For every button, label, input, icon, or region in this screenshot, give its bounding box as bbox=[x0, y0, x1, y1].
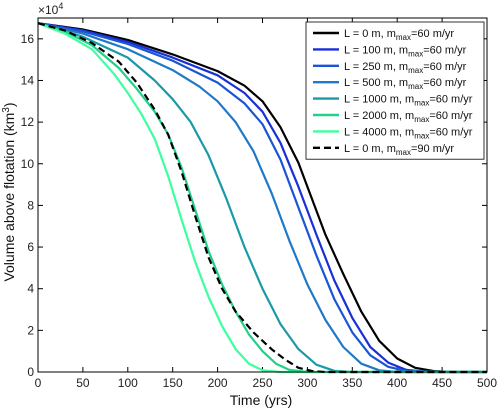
y-tick-label: 10 bbox=[21, 157, 35, 171]
legend-label-1: L = 0 m, mmax=60 m/yr bbox=[344, 28, 454, 42]
x-tick-label: 150 bbox=[163, 376, 183, 390]
y-axis-multiplier: ×104 bbox=[38, 1, 63, 17]
y-tick-label: 16 bbox=[21, 32, 35, 46]
legend-label-8: L = 0 m, mmax=90 m/yr bbox=[344, 143, 454, 157]
y-axis-title: Volume above flotation (km3) bbox=[1, 102, 17, 281]
series-layer bbox=[37, 22, 487, 374]
y-tick-label: 2 bbox=[27, 323, 34, 337]
y-axis-title-main: Volume above flotation (km bbox=[1, 113, 17, 282]
y-axis-title-close: ) bbox=[1, 102, 17, 107]
series-line-7 bbox=[37, 22, 487, 374]
y-tick-label: 4 bbox=[27, 282, 34, 296]
x-tick-label: 100 bbox=[118, 376, 138, 390]
x-tick-label: 500 bbox=[477, 376, 497, 390]
legend-label-5: L = 1000 m, mmax=60 m/yr bbox=[344, 94, 473, 108]
x-tick-label: 200 bbox=[208, 376, 228, 390]
x-tick-label: 50 bbox=[76, 376, 90, 390]
y-tick-label: 0 bbox=[27, 365, 34, 379]
y-axis-title-sup: 3 bbox=[1, 107, 12, 113]
x-tick-label: 400 bbox=[387, 376, 407, 390]
y-tick-label: 8 bbox=[27, 198, 34, 212]
y-tick-label: 14 bbox=[21, 73, 35, 87]
x-tick-label: 0 bbox=[35, 376, 42, 390]
legend-label-4: L = 500 m, mmax=60 m/yr bbox=[344, 77, 467, 91]
y-tick-label: 12 bbox=[21, 115, 35, 129]
series-line-1 bbox=[37, 22, 487, 374]
y-multiplier-base: ×10 bbox=[38, 3, 59, 17]
series-line-6 bbox=[37, 22, 487, 374]
legend: L = 0 m, mmax=60 m/yr L = 100 m, mmax=60 … bbox=[305, 21, 485, 160]
legend-label-6: L = 2000 m, mmax=60 m/yr bbox=[344, 110, 473, 124]
y-multiplier-exponent: 4 bbox=[58, 1, 63, 11]
legend-box bbox=[305, 21, 485, 160]
axes-frame bbox=[37, 17, 488, 373]
x-tick-label: 350 bbox=[342, 376, 362, 390]
legend-label-7: L = 4000 m, mmax=60 m/yr bbox=[344, 126, 473, 140]
series-line-3 bbox=[37, 22, 487, 374]
y-tick-label: 6 bbox=[27, 240, 34, 254]
series-line-8 bbox=[37, 22, 487, 374]
series-line-5 bbox=[37, 22, 487, 374]
x-axis-title: Time (yrs) bbox=[230, 392, 292, 408]
legend-label-3: L = 250 m, mmax=60 m/yr bbox=[344, 61, 467, 75]
series-line-4 bbox=[37, 22, 487, 374]
x-tick-label: 300 bbox=[297, 376, 317, 390]
legend-label-2: L = 100 m, mmax=60 m/yr bbox=[344, 44, 467, 58]
x-tick-label: 450 bbox=[432, 376, 452, 390]
x-tick-label: 250 bbox=[252, 376, 272, 390]
